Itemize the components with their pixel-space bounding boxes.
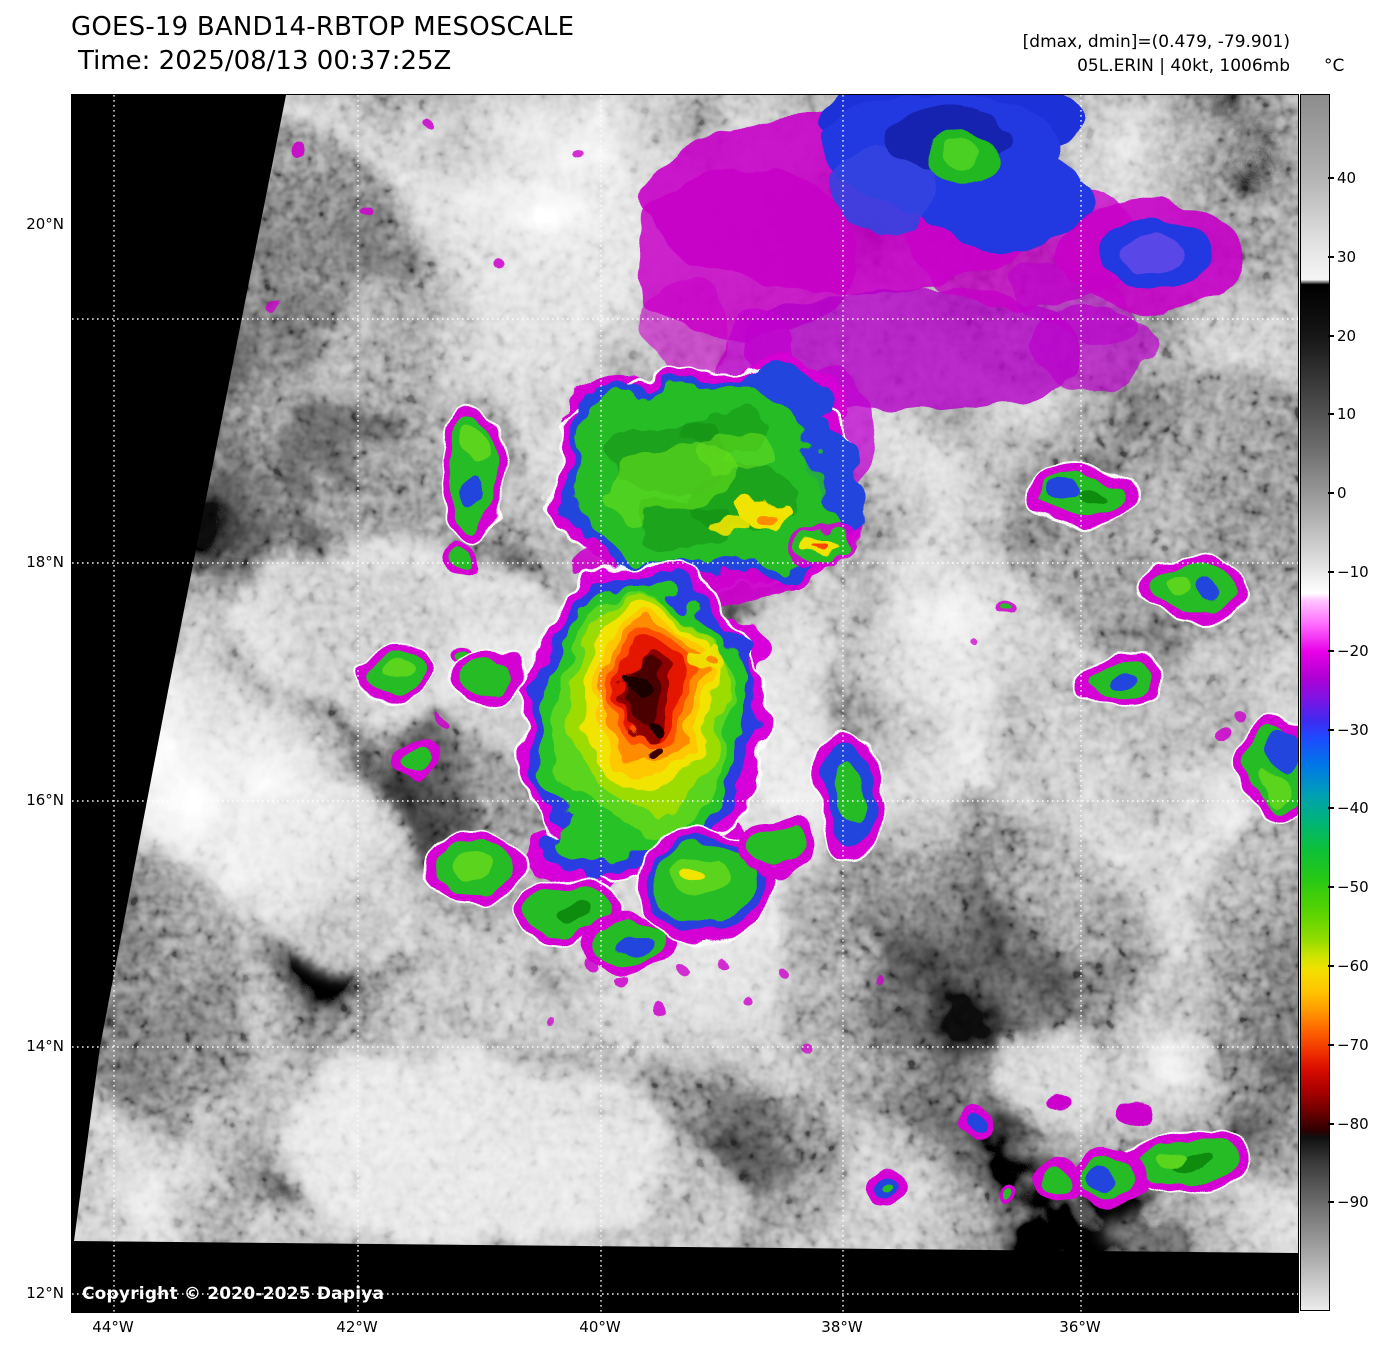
lat-label: 18°N <box>26 553 64 571</box>
lon-label: 44°W <box>92 1318 134 1336</box>
lon-label: 38°W <box>821 1318 863 1336</box>
page-title: GOES-19 BAND14-RBTOP MESOSCALE <box>71 12 575 42</box>
colorbar-tick-label: −70 <box>1328 1035 1381 1055</box>
lat-label: 12°N <box>26 1284 64 1302</box>
dmax-dmin-readout: [dmax, dmin]=(0.479, -79.901) <box>1022 32 1290 52</box>
southern-band <box>419 732 883 1058</box>
storm-status-readout: 05L.ERIN | 40kt, 1006mb <box>1077 56 1290 76</box>
lon-label: 42°W <box>336 1318 378 1336</box>
cold-tops-north-anvil <box>546 353 862 607</box>
satellite-image <box>72 95 1298 1312</box>
colorbar-tick-label: −60 <box>1328 956 1381 976</box>
southeastern-cells <box>858 1094 1251 1204</box>
lon-label: 36°W <box>1059 1318 1101 1336</box>
colorbar-tick-label: −20 <box>1328 641 1381 661</box>
eastern-cells <box>969 460 1298 816</box>
colorbar-tick-label: 10 <box>1328 404 1381 424</box>
colorbar-tick-label: −50 <box>1328 877 1381 897</box>
lat-label: 20°N <box>26 215 64 233</box>
colorbar <box>1300 94 1330 1311</box>
scan-area <box>74 95 1298 1253</box>
western-cells <box>358 406 525 774</box>
colorbar-tick-label: 20 <box>1328 326 1381 346</box>
colorbar-tick-label: −30 <box>1328 720 1381 740</box>
colorbar-tick-label: 0 <box>1328 483 1381 503</box>
colorbar-tick-label: −10 <box>1328 562 1381 582</box>
colorbar-tick-label: −90 <box>1328 1192 1381 1212</box>
colorbar-tick-label: 40 <box>1328 168 1381 188</box>
readout-block: [dmax, dmin]=(0.479, -79.901) 05L.ERIN |… <box>1023 30 1290 78</box>
colorbar-tick-label: −80 <box>1328 1114 1381 1134</box>
copyright-watermark: Copyright © 2020-2025 Dapiya <box>82 1284 385 1304</box>
colorbar-tick-label: −40 <box>1328 798 1381 818</box>
lon-label: 40°W <box>579 1318 621 1336</box>
lat-label: 14°N <box>26 1037 64 1055</box>
lat-label: 16°N <box>26 791 64 809</box>
satellite-map: Copyright © 2020-2025 Dapiya <box>71 94 1299 1313</box>
colorbar-unit-label: °C <box>1324 56 1345 76</box>
timestamp-label: Time: 2025/08/13 00:37:25Z <box>78 46 452 76</box>
colorbar-tick-label: 30 <box>1328 247 1381 267</box>
